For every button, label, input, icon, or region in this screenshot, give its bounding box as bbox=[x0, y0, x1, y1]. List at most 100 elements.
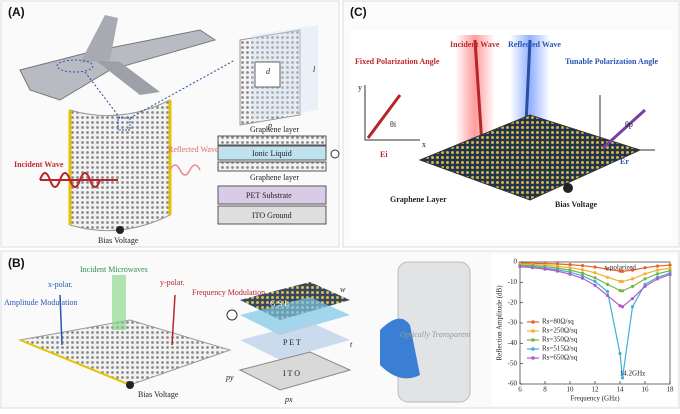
y-tick-label: 0 bbox=[514, 258, 518, 266]
layer-label: I T O bbox=[283, 369, 300, 378]
point bbox=[668, 273, 671, 276]
angle-label: θp bbox=[625, 120, 633, 129]
point bbox=[618, 352, 621, 355]
photo-label: Optically Transparent bbox=[400, 330, 471, 339]
wave-label: Incident Wave bbox=[450, 40, 500, 49]
bias-label: Bias Voltage bbox=[555, 200, 597, 209]
point bbox=[593, 271, 596, 274]
point bbox=[568, 273, 571, 276]
layer-label: Graphene layer bbox=[250, 125, 299, 134]
legend-label: Rs=650Ω/sq bbox=[542, 354, 578, 362]
point bbox=[656, 272, 659, 275]
y-tick-label: -60 bbox=[508, 380, 518, 388]
y-tick-label: -20 bbox=[508, 298, 518, 306]
legend-label: Rs=80Ω/sq bbox=[542, 318, 574, 326]
layer-label: ITO Ground bbox=[252, 211, 292, 220]
point bbox=[643, 272, 646, 275]
y-tick-label: -10 bbox=[508, 278, 518, 286]
y-axis-label: Reflection Amplitude (dB) bbox=[496, 285, 504, 361]
point bbox=[556, 270, 559, 273]
x-tick-label: 8 bbox=[543, 386, 547, 394]
point bbox=[593, 265, 596, 268]
y-tick-label: -30 bbox=[508, 319, 518, 327]
wave-label: Incident Microwaves bbox=[80, 265, 148, 274]
point bbox=[631, 285, 634, 288]
point bbox=[606, 283, 609, 286]
point bbox=[656, 264, 659, 267]
layer-label: Graphene layer bbox=[250, 173, 299, 182]
axis-label: y bbox=[358, 83, 362, 92]
field-label: Er bbox=[620, 157, 629, 166]
point bbox=[593, 284, 596, 287]
point bbox=[631, 297, 634, 300]
layer-label: Ionic Liquid bbox=[252, 149, 292, 158]
legend-marker bbox=[531, 320, 535, 324]
point bbox=[643, 285, 646, 288]
legend-marker bbox=[531, 356, 535, 360]
wave-label: Reflected Wave bbox=[168, 145, 219, 154]
point bbox=[518, 265, 521, 268]
polar-label: x-polar. bbox=[48, 280, 73, 289]
panel-label: (C) bbox=[350, 5, 367, 19]
point bbox=[568, 263, 571, 266]
point bbox=[593, 280, 596, 283]
point bbox=[593, 276, 596, 279]
panel-label: (A) bbox=[8, 5, 25, 19]
y-tick-label: -40 bbox=[508, 339, 518, 347]
polar-label: y-polar. bbox=[160, 278, 185, 287]
point bbox=[668, 263, 671, 266]
point bbox=[543, 268, 546, 271]
legend-marker bbox=[531, 329, 535, 333]
legend-label: Rs=515Ω/sq bbox=[542, 345, 578, 353]
point bbox=[606, 276, 609, 279]
y-tick-label: -50 bbox=[508, 359, 518, 367]
legend-label: Rs=250Ω/sq bbox=[542, 327, 578, 335]
point bbox=[581, 264, 584, 267]
panel-label: (B) bbox=[8, 256, 25, 270]
point bbox=[656, 277, 659, 280]
layer-label: P E T bbox=[283, 338, 301, 347]
point bbox=[606, 294, 609, 297]
point bbox=[581, 277, 584, 280]
field-label: Ei bbox=[380, 150, 388, 159]
point bbox=[581, 268, 584, 271]
x-tick-label: 6 bbox=[518, 386, 522, 394]
point bbox=[606, 290, 609, 293]
point bbox=[631, 305, 634, 308]
dim-label: py bbox=[225, 373, 234, 382]
x-tick-label: 10 bbox=[567, 386, 575, 394]
axis-label: x bbox=[422, 140, 426, 149]
point bbox=[631, 277, 634, 280]
bias-label: Bias Voltage bbox=[98, 236, 139, 245]
point bbox=[643, 266, 646, 269]
point bbox=[621, 289, 624, 292]
bias-label: Bias Voltage bbox=[138, 390, 179, 399]
layer-label: G S L bbox=[270, 299, 289, 308]
angle-label: θi bbox=[390, 120, 397, 129]
mod-label: Amplitude Modulation bbox=[4, 298, 78, 307]
x-tick-label: 18 bbox=[667, 386, 675, 394]
legend-marker bbox=[531, 347, 535, 351]
x-axis-label: Frequency (GHz) bbox=[570, 395, 620, 403]
layer-label: Graphene Layer bbox=[390, 195, 447, 204]
annotation: x-polarized bbox=[604, 264, 636, 272]
legend-marker bbox=[531, 338, 535, 342]
point bbox=[656, 269, 659, 272]
wave-label: Reflected Wave bbox=[508, 40, 561, 49]
fixed-label: Fixed Polarization Angle bbox=[355, 57, 440, 66]
figure: (A) d l p Reflected Wave Incident Wave B… bbox=[0, 0, 680, 409]
point bbox=[621, 305, 624, 308]
x-tick-label: 12 bbox=[592, 386, 600, 394]
point bbox=[621, 280, 624, 283]
mod-label: Frequency Modulation bbox=[192, 288, 265, 297]
x-tick-label: 14 bbox=[617, 386, 625, 394]
dim-label: px bbox=[284, 395, 293, 404]
tunable-label: Tunable Polarization Angle bbox=[565, 57, 659, 66]
legend-label: Rs=350Ω/sq bbox=[542, 336, 578, 344]
point bbox=[643, 277, 646, 280]
dim-label: w bbox=[340, 285, 346, 294]
annotation: 14.2GHz bbox=[620, 370, 645, 378]
x-tick-label: 16 bbox=[642, 386, 650, 394]
layer-label: PET Substrate bbox=[246, 191, 292, 200]
point bbox=[531, 266, 534, 269]
